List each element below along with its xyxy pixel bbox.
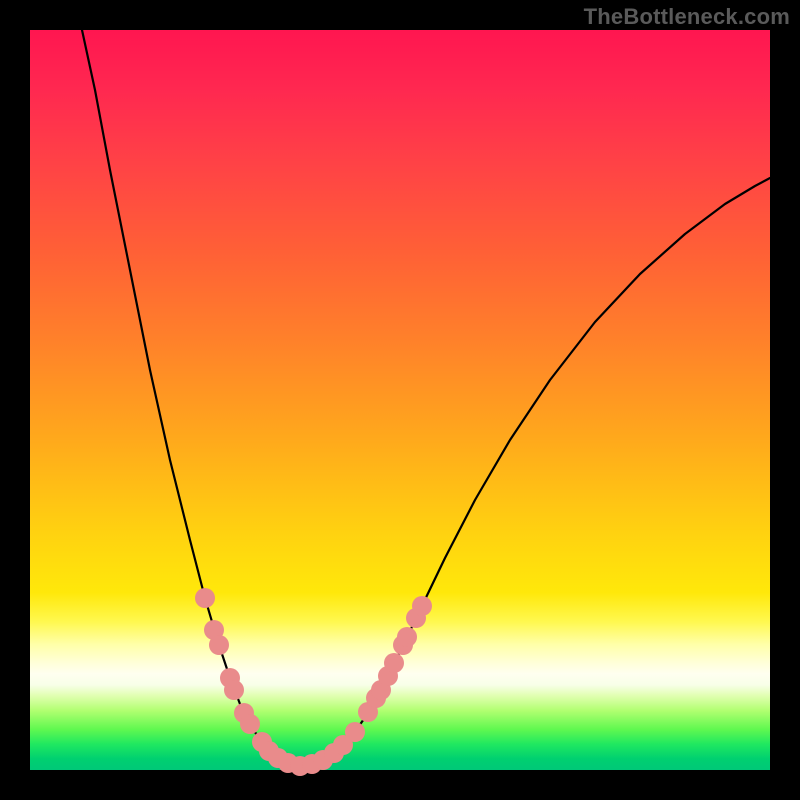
bottleneck-chart-svg <box>0 0 800 800</box>
chart-canvas: TheBottleneck.com <box>0 0 800 800</box>
data-marker <box>397 627 417 647</box>
data-marker <box>240 714 260 734</box>
data-marker <box>384 653 404 673</box>
data-marker <box>345 722 365 742</box>
data-marker <box>412 596 432 616</box>
data-marker <box>224 680 244 700</box>
data-marker <box>195 588 215 608</box>
data-marker <box>209 635 229 655</box>
watermark-text: TheBottleneck.com <box>584 4 790 30</box>
